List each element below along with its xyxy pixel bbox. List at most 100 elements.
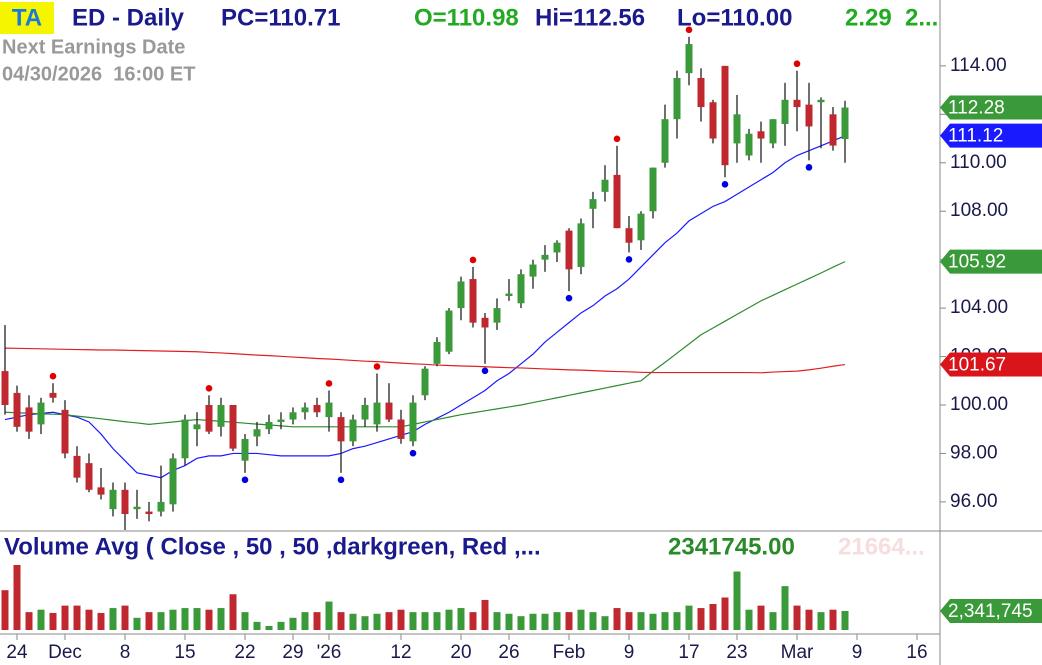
volume-bar <box>73 605 81 630</box>
volume-bar <box>553 612 561 630</box>
volume-bar <box>649 613 657 630</box>
volume-bar <box>133 617 141 630</box>
pivot-high <box>469 256 477 264</box>
badge-box <box>0 2 54 34</box>
volume-bar <box>625 612 633 630</box>
candle-body <box>481 317 489 328</box>
volume-bar <box>457 608 465 630</box>
candle-body <box>601 179 609 192</box>
change: 2.29 <box>845 4 892 31</box>
candle-body <box>541 254 549 260</box>
x-tick-label: 20 <box>450 642 471 663</box>
candle-body <box>301 407 309 413</box>
volume-bar <box>493 612 501 630</box>
volume-bar <box>469 612 477 630</box>
candle-body <box>109 489 117 510</box>
volume-bar <box>841 610 849 630</box>
candle-body <box>289 412 297 420</box>
candle-body <box>721 65 729 166</box>
candle-body <box>673 77 681 120</box>
x-tick-label: Feb <box>553 642 586 663</box>
volume-bar <box>613 608 621 630</box>
volume-bar <box>361 616 369 630</box>
header: TA ED - Daily PC=110.71 O=110.98 Hi=112.… <box>0 2 938 34</box>
pivot-high <box>613 135 621 143</box>
candle-body <box>829 114 837 146</box>
volume-bar <box>313 612 321 630</box>
x-tick-label: 15 <box>174 642 195 663</box>
volume-value: 2341745.00 <box>668 533 795 560</box>
moving-average <box>4 347 846 374</box>
candle-body <box>697 77 705 108</box>
candle-body <box>637 213 645 241</box>
volume-avg-value: 21664... <box>838 533 925 560</box>
candle-body <box>445 310 453 352</box>
volume-bar <box>541 613 549 630</box>
y-tick-label: 108.00 <box>950 200 1008 221</box>
volume-bar <box>565 612 573 630</box>
candle-body <box>841 107 849 140</box>
volume-bar <box>145 612 153 630</box>
candle-body <box>205 405 213 432</box>
candle-body <box>133 506 141 510</box>
x-tick-label: 26 <box>498 642 519 663</box>
candle-body <box>121 489 129 515</box>
volume-bar <box>37 609 45 630</box>
volume-bar <box>793 605 801 630</box>
volume-bar <box>517 616 525 630</box>
volume-pane <box>1 565 849 630</box>
candle-body <box>373 402 381 425</box>
candle-body <box>529 264 537 277</box>
candle-body <box>817 99 825 103</box>
volume-bar <box>769 612 777 630</box>
candle-body <box>457 281 465 309</box>
candle-body <box>97 487 105 495</box>
pivot-high <box>205 385 213 392</box>
earnings-label: Next Earnings Date <box>2 36 185 58</box>
candle-body <box>517 274 525 304</box>
volume-bar <box>97 612 105 630</box>
pivot-high <box>325 380 333 387</box>
price-pane <box>1 26 849 530</box>
volume-bar <box>109 608 117 630</box>
candle-body <box>325 402 333 418</box>
volume-bar <box>241 612 249 630</box>
moving-average <box>4 261 846 428</box>
volume-bar <box>757 605 765 630</box>
volume-bar <box>337 612 345 630</box>
x-tick-label: 9 <box>852 642 863 663</box>
x-tick-label: 23 <box>726 642 747 663</box>
candle-body <box>49 392 57 398</box>
volume-bar <box>505 613 513 630</box>
candle-body <box>37 402 45 425</box>
candle-body <box>157 501 165 512</box>
candle-body <box>349 419 357 442</box>
pivot-high <box>685 26 693 34</box>
volume-bar <box>421 612 429 630</box>
x-tick-label: 12 <box>390 642 411 663</box>
volume-bar <box>661 612 669 630</box>
symbol: ED - Daily <box>72 4 185 31</box>
low: Lo=110.00 <box>677 4 792 31</box>
volume-bar <box>685 605 693 630</box>
candle-body <box>253 429 261 437</box>
x-tick-label: 8 <box>120 642 131 663</box>
volume-bar <box>385 612 393 630</box>
pivot-low <box>625 256 633 263</box>
value-box-label: 101.67 <box>948 355 1006 376</box>
pivot-low <box>721 181 729 188</box>
x-tick-label: '26 <box>317 642 342 663</box>
badge: TA <box>12 4 42 31</box>
volume-bar <box>817 612 825 630</box>
volume-bar <box>577 609 585 630</box>
candle-body <box>361 405 369 420</box>
x-tick-label: Dec <box>48 642 82 663</box>
pivot-low <box>337 476 345 484</box>
candle-body <box>241 438 249 461</box>
extra: 2... <box>905 4 938 31</box>
pivot-low <box>241 476 249 484</box>
candle-body <box>313 405 321 413</box>
volume-bar <box>205 609 213 630</box>
candle-body <box>649 167 657 212</box>
volume-bar <box>709 604 717 630</box>
